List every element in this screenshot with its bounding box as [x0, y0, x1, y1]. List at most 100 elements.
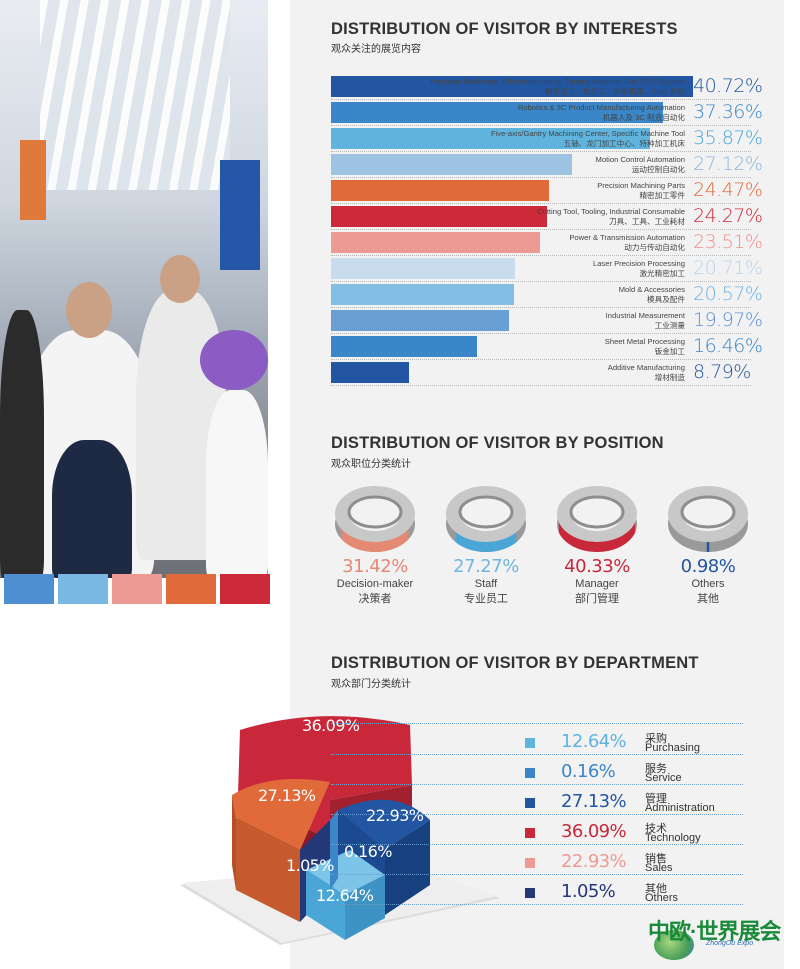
purple-hat: [200, 330, 268, 390]
position-label-en: Manager: [575, 578, 619, 590]
interest-label-zh: 增材制造: [654, 372, 685, 382]
interest-bar-row: Mold & Accessories 模具及配件 20.57%: [331, 283, 763, 305]
ring-inner-wall: [569, 495, 625, 529]
pie-label-technology: 36.09%: [302, 716, 360, 735]
row-divider: [331, 307, 751, 308]
position-value-label: 31.42%: [342, 556, 408, 577]
legend-divider: [331, 874, 743, 875]
interest-bar: [331, 206, 547, 227]
position-label-zh: 其他: [697, 593, 719, 605]
row-divider: [331, 125, 751, 126]
department-label-zh: 采购: [645, 733, 667, 745]
interest-label-en: Robotics & 3C Product Manufacturing Auto…: [517, 103, 685, 112]
position-label-zh: 决策者: [358, 593, 392, 605]
position-ring: 0.98% Others 其他: [660, 482, 756, 606]
department-label-en: Administration: [645, 802, 715, 814]
interest-value-label: 37.36%: [693, 101, 763, 123]
interest-value-label: 27.12%: [693, 153, 763, 175]
interest-bar: [331, 336, 478, 357]
interest-label-en: Additive Manufacturing: [607, 363, 685, 372]
interest-label-zh: 模具及配件: [647, 294, 685, 304]
color-swatch: [58, 574, 108, 604]
legend-swatch: [525, 738, 535, 748]
interest-bar-row: Laser Precision Processing 激光精密加工 20.71%: [331, 257, 763, 279]
department-legend-row: 36.09% 技术 Technology: [521, 819, 743, 849]
interest-label: Laser Precision Processing 激光精密加工: [593, 259, 685, 278]
interest-label-zh: 运动控制自动化: [631, 164, 685, 174]
department-subtitle: 观众部门分类统计: [331, 679, 411, 690]
ring-value-arc: [341, 529, 409, 552]
position-ring: 40.33% Manager 部门管理: [549, 482, 645, 606]
row-divider: [331, 151, 751, 152]
logo-text: 中欧·世界展会: [648, 919, 781, 944]
interest-bar: [331, 310, 509, 331]
visitor-head: [160, 255, 200, 303]
legend-swatch: [525, 858, 535, 868]
department-value-label: 1.05%: [561, 881, 616, 902]
interest-bar-row: Power & Transmission Automation 动力与传动自动化 2…: [331, 231, 763, 253]
interest-label-zh: 五轴、龙门加工中心、特种加工机床: [563, 138, 686, 148]
visitor-figure: [206, 390, 268, 578]
pie-label-sales: 22.93%: [366, 806, 424, 825]
pie-label-others: 1.05%: [286, 856, 334, 875]
interest-value-label: 24.27%: [693, 205, 763, 227]
position-ring: 31.42% Decision-maker 决策者: [327, 482, 423, 606]
interest-bar: [331, 232, 540, 253]
interest-bar-row: Robotics & 3C Product Manufacturing Auto…: [331, 101, 763, 123]
legend-divider: [331, 844, 743, 845]
interest-bar-row: Sheet Metal Processing 钣金加工 16.46%: [331, 335, 763, 357]
ring-hole: [349, 497, 401, 531]
department-label-zh: 其他: [645, 883, 667, 895]
interest-value-label: 40.72%: [693, 75, 763, 97]
interest-bar: [331, 102, 664, 123]
hall-banner: [20, 140, 46, 220]
interest-label: Additive Manufacturing 增材制造: [608, 363, 685, 382]
logo-subtext: ZhongOu Expo: [706, 940, 754, 947]
interest-label-zh: 工业测量: [654, 320, 685, 330]
row-divider: [331, 99, 751, 100]
interest-bar-row: Industrial Measurement 工业测量 19.97%: [331, 309, 763, 331]
department-value-label: 0.16%: [561, 761, 616, 782]
interest-label-en: Motion Control Automation: [595, 155, 686, 164]
row-divider: [331, 281, 751, 282]
interest-label-zh: 精密加工、电加工、车削机床、CNC 系统: [544, 86, 685, 96]
interest-value-label: 8.79%: [693, 361, 751, 383]
interest-label: Cutting Tool, Tooling, Industrial Consum…: [537, 207, 685, 226]
interest-bar: [331, 76, 693, 97]
ring-inner-wall: [680, 495, 736, 529]
department-title: DISTRIBUTION OF VISITOR BY DEPARTMENT: [331, 654, 699, 672]
position-label-en: Staff: [474, 578, 498, 590]
legend-divider: [331, 754, 743, 755]
pie-slice-service: [330, 810, 338, 890]
row-divider: [331, 203, 751, 204]
position-value-label: 0.98%: [680, 556, 736, 577]
interest-label-zh: 刀具、工具、工业耗材: [609, 216, 685, 226]
pie-label-administration-sales: 27.13%: [258, 786, 316, 805]
interest-label-en: Industrial Measurement: [605, 311, 685, 320]
color-swatch: [166, 574, 216, 604]
ring-hole: [571, 497, 623, 531]
ring-hole: [460, 497, 512, 531]
interest-label: Robotics & 3C Product Manufacturing Auto…: [518, 103, 685, 122]
color-swatch: [4, 574, 54, 604]
interests-subtitle: 观众关注的展览内容: [331, 44, 421, 55]
interest-label-zh: 钣金加工: [654, 346, 685, 356]
exhibition-crowd-photo: [0, 0, 268, 578]
department-value-label: 27.13%: [561, 791, 627, 812]
legend-divider: [331, 814, 743, 815]
interest-label-zh: 动力与传动自动化: [624, 242, 685, 252]
row-divider: [331, 255, 751, 256]
ring-graphic: [335, 486, 415, 552]
interest-value-label: 19.97%: [693, 309, 763, 331]
department-label-en: Technology: [645, 832, 701, 844]
interest-bar-row: Cutting Tool, Tooling, Industrial Consum…: [331, 205, 763, 227]
ring-hole: [682, 497, 734, 531]
interests-title: DISTRIBUTION OF VISITOR BY INTERESTS: [331, 20, 678, 38]
position-label-en: Others: [691, 578, 725, 590]
interest-label: Precision Machining Parts 精密加工零件: [597, 181, 685, 200]
interest-value-label: 20.71%: [693, 257, 763, 279]
interest-bar-row: Precision Machining Parts 精密加工零件 24.47%: [331, 179, 763, 201]
department-label-zh: 销售: [645, 853, 667, 865]
color-swatch: [112, 574, 162, 604]
department-label-zh: 服务: [645, 763, 667, 775]
